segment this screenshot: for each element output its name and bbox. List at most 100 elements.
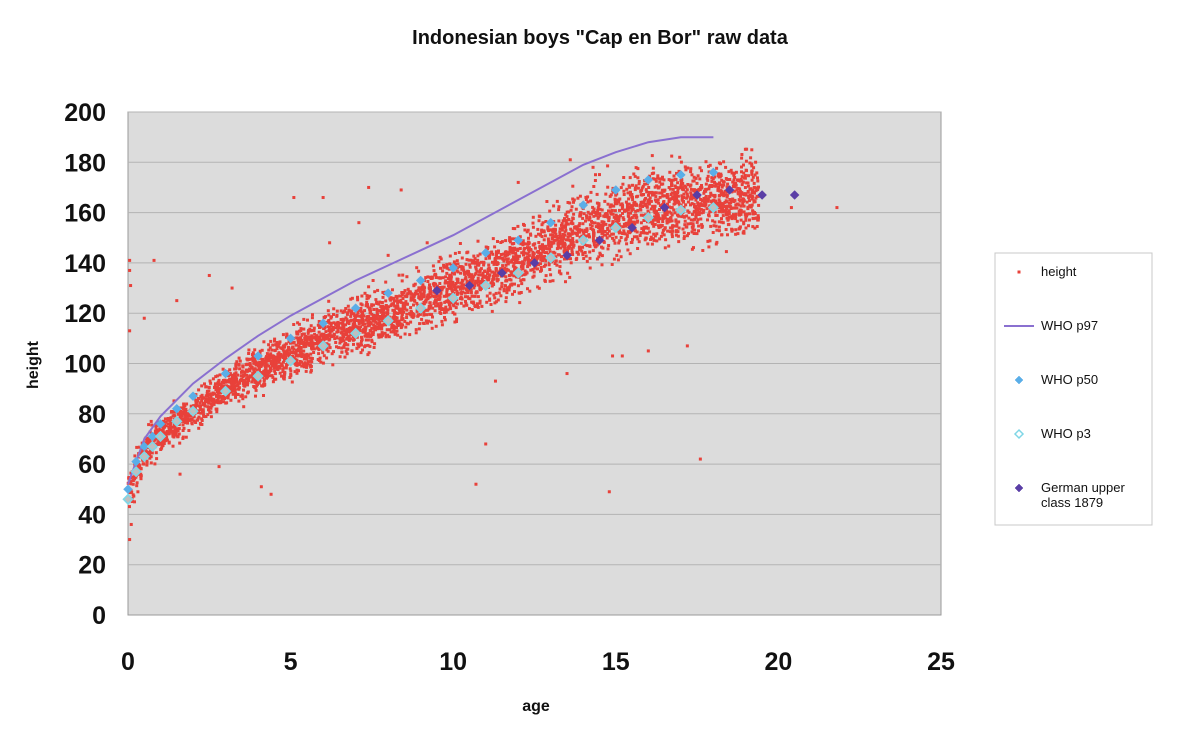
height-point — [744, 159, 748, 163]
height-point — [417, 269, 421, 273]
height-point — [508, 285, 512, 289]
height-point — [631, 198, 635, 202]
height-point — [380, 331, 384, 335]
legend-label-line: German upper — [1041, 480, 1125, 495]
height-point — [135, 445, 139, 449]
height-point — [634, 209, 638, 213]
german-upper-class-point — [497, 268, 507, 278]
height-point — [336, 329, 340, 332]
height-point — [615, 221, 619, 225]
height-point — [624, 237, 628, 241]
height-point — [478, 252, 482, 256]
height-point — [335, 321, 339, 325]
height-point — [440, 323, 444, 327]
height-point — [600, 223, 604, 227]
height-point — [394, 294, 398, 298]
height-point — [431, 264, 435, 268]
height-point — [447, 267, 451, 271]
height-point — [719, 162, 722, 166]
height-point — [339, 331, 343, 335]
height-point — [163, 439, 167, 443]
height-point — [523, 228, 527, 232]
height-point — [509, 270, 513, 274]
height-point — [332, 313, 335, 316]
height-point — [685, 196, 689, 200]
height-point — [430, 275, 434, 279]
height-point — [540, 268, 543, 272]
height-point — [694, 211, 698, 215]
height-point — [507, 288, 511, 292]
height-point — [708, 184, 712, 187]
height-point — [222, 400, 225, 404]
height-point — [494, 268, 498, 272]
height-point — [424, 300, 428, 304]
height-point — [214, 375, 218, 379]
height-point — [576, 196, 580, 200]
height-point — [271, 358, 275, 361]
height-point — [721, 214, 725, 218]
height-point — [697, 229, 700, 233]
height-point — [655, 200, 659, 204]
height-point — [578, 222, 582, 226]
height-point — [292, 196, 296, 200]
height-point — [234, 366, 238, 370]
height-point — [697, 224, 701, 228]
height-point — [647, 191, 651, 194]
height-point — [557, 208, 561, 212]
height-point — [719, 202, 723, 206]
height-point — [317, 348, 321, 352]
height-point — [657, 185, 661, 189]
height-point — [185, 419, 189, 423]
height-point — [519, 279, 523, 283]
height-point — [522, 262, 526, 266]
height-point — [682, 205, 686, 209]
height-point — [555, 263, 559, 267]
height-point — [665, 211, 669, 215]
height-point — [342, 339, 346, 343]
height-point — [541, 247, 545, 251]
height-point — [554, 223, 558, 227]
height-point — [659, 177, 663, 181]
height-point — [288, 348, 292, 352]
height-point — [310, 336, 314, 340]
height-point — [550, 242, 554, 246]
height-point — [553, 262, 557, 265]
height-point — [537, 263, 540, 267]
height-point — [480, 304, 484, 308]
height-point — [308, 342, 312, 346]
height-point — [277, 357, 281, 361]
height-point — [243, 384, 247, 388]
height-point — [388, 328, 392, 332]
height-point — [546, 247, 550, 251]
height-point — [624, 224, 628, 228]
who-p50-point — [643, 175, 654, 185]
height-point — [236, 373, 240, 377]
height-point — [676, 213, 679, 217]
height-point — [192, 414, 196, 418]
height-point — [382, 322, 386, 326]
height-point — [414, 328, 418, 332]
height-point — [563, 217, 566, 221]
height-point — [570, 249, 574, 253]
height-point — [669, 193, 673, 197]
height-point — [387, 335, 391, 339]
height-point — [368, 329, 372, 332]
height-point — [300, 360, 303, 364]
height-point — [376, 313, 379, 317]
height-point — [685, 225, 689, 229]
height-point — [697, 188, 701, 192]
who-p50-point — [220, 368, 231, 379]
height-point — [419, 293, 423, 297]
height-point — [539, 253, 543, 257]
height-point — [436, 294, 440, 298]
height-point — [267, 364, 271, 368]
height-point — [441, 285, 445, 289]
height-point — [473, 281, 477, 285]
height-point — [615, 253, 619, 257]
height-point — [397, 273, 401, 277]
height-point — [207, 401, 211, 405]
height-point — [582, 257, 586, 260]
height-point — [280, 364, 284, 368]
height-point — [674, 218, 678, 222]
height-point — [267, 348, 271, 352]
